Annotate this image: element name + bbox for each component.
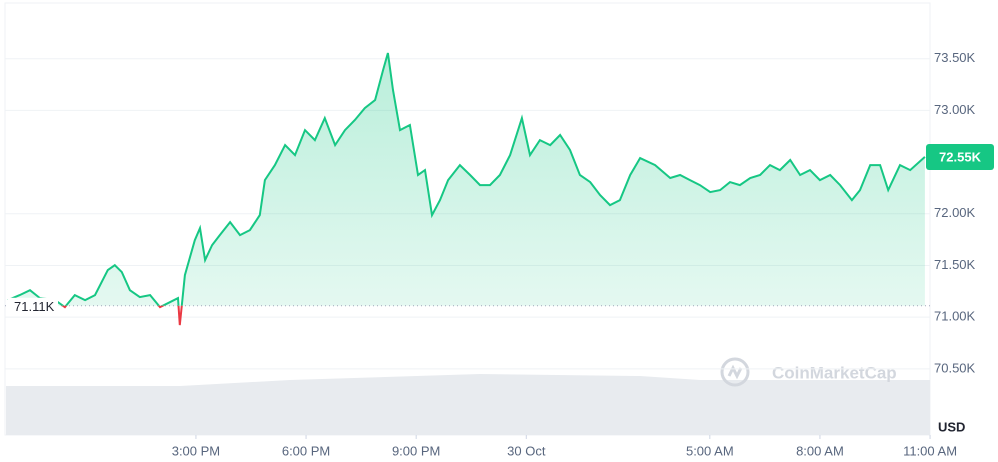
x-tick-label: 6:00 PM [282, 443, 330, 458]
y-tick-label: 71.50K [934, 257, 976, 272]
y-tick-label: 72.00K [934, 205, 976, 220]
reference-label: 71.11K [14, 299, 55, 314]
volume-band [6, 374, 930, 435]
price-area [8, 53, 925, 306]
reference-label-bg [8, 297, 58, 314]
current-price-badge [926, 143, 994, 170]
current-price-label: 72.55K [939, 149, 982, 164]
y-unit: USD [938, 419, 965, 434]
x-tick-label: 8:00 AM [796, 443, 844, 458]
x-tick-label: 5:00 AM [686, 443, 734, 458]
x-tick-label: 30 Oct [507, 443, 546, 458]
watermark-logo [720, 357, 750, 387]
x-tick-label: 3:00 PM [172, 443, 220, 458]
price-line-up [7, 52, 926, 306]
y-tick-label: 73.00K [934, 102, 976, 117]
y-tick-label: 73.50K [934, 50, 976, 65]
y-tick-label: 70.50K [934, 360, 976, 375]
watermark: CoinMarketCap [772, 363, 897, 382]
y-tick-label: 71.00K [934, 309, 976, 324]
x-tick-label: 9:00 PM [392, 443, 440, 458]
x-tick-label: 11:00 AM [903, 443, 957, 458]
